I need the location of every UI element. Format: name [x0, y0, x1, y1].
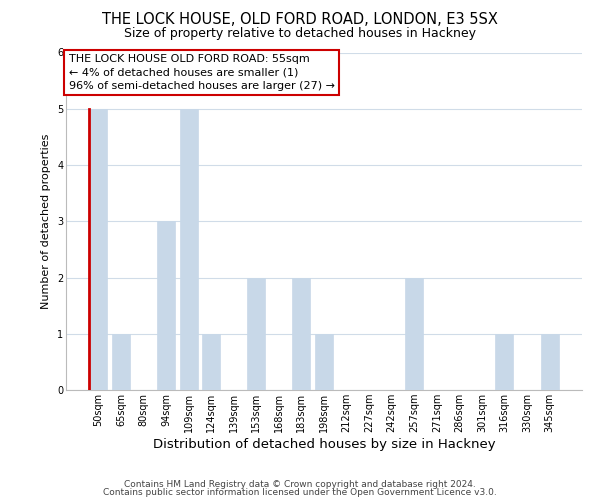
- Bar: [157, 221, 175, 390]
- Bar: [202, 334, 220, 390]
- Bar: [315, 334, 333, 390]
- Bar: [112, 334, 130, 390]
- Text: Contains HM Land Registry data © Crown copyright and database right 2024.: Contains HM Land Registry data © Crown c…: [124, 480, 476, 489]
- Text: Contains public sector information licensed under the Open Government Licence v3: Contains public sector information licen…: [103, 488, 497, 497]
- Bar: [179, 109, 198, 390]
- Bar: [541, 334, 559, 390]
- Text: Size of property relative to detached houses in Hackney: Size of property relative to detached ho…: [124, 28, 476, 40]
- X-axis label: Distribution of detached houses by size in Hackney: Distribution of detached houses by size …: [152, 438, 496, 451]
- Y-axis label: Number of detached properties: Number of detached properties: [41, 134, 52, 309]
- Bar: [247, 278, 265, 390]
- Bar: [405, 278, 423, 390]
- Bar: [89, 109, 107, 390]
- Text: THE LOCK HOUSE OLD FORD ROAD: 55sqm
← 4% of detached houses are smaller (1)
96% : THE LOCK HOUSE OLD FORD ROAD: 55sqm ← 4%…: [68, 54, 335, 90]
- Bar: [292, 278, 310, 390]
- Bar: [496, 334, 514, 390]
- Text: THE LOCK HOUSE, OLD FORD ROAD, LONDON, E3 5SX: THE LOCK HOUSE, OLD FORD ROAD, LONDON, E…: [102, 12, 498, 28]
